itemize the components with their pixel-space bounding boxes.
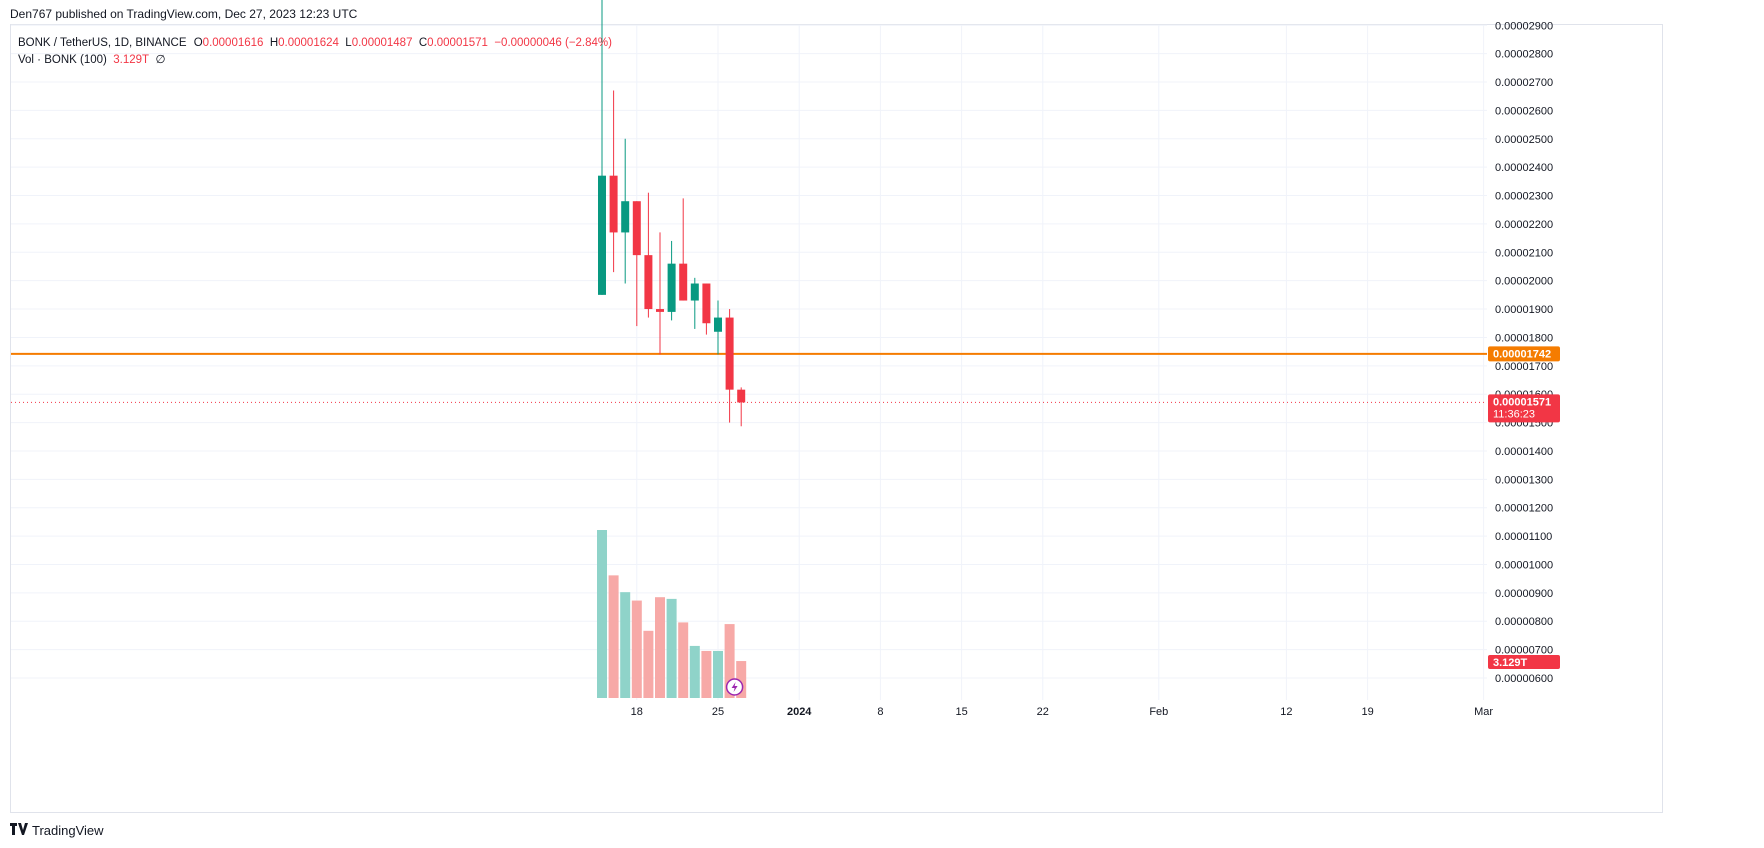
volume-bar: [597, 530, 607, 698]
legend-price-row: BONK / TetherUS, 1D, BINANCE O0.00001616…: [18, 35, 612, 52]
volume-bar: [631, 600, 642, 698]
volume-last-label-box: [1488, 655, 1560, 669]
volume-bar: [724, 624, 735, 698]
volume-bar: [713, 650, 723, 698]
volume-bar: [620, 592, 631, 698]
time-tick-label: 8: [877, 706, 883, 718]
legend-volume-empty-icon: ∅: [155, 54, 166, 66]
price-tick-label: 0.00002600: [1495, 105, 1553, 117]
chart-legend: BONK / TetherUS, 1D, BINANCE O0.00001616…: [18, 35, 612, 69]
candle-body: [702, 283, 711, 324]
last-price-label-box: [1488, 394, 1560, 423]
candle-body: [621, 201, 630, 233]
price-tick-label: 0.00002900: [1495, 20, 1553, 32]
time-tick-label: Feb: [1149, 706, 1168, 718]
candle-body: [690, 283, 699, 301]
footer: TradingView: [10, 822, 104, 838]
candle-body: [656, 309, 664, 312]
last-price-label-text: 0.00001571: [1493, 396, 1551, 408]
price-tick-label: 0.00000800: [1495, 616, 1553, 628]
level-price-label-box: [1488, 346, 1560, 362]
candle-body: [737, 389, 746, 403]
legend-volume-label[interactable]: Vol · BONK (100): [18, 54, 107, 66]
last-price-label-text: 11:36:23: [1493, 408, 1535, 420]
candle-body: [714, 317, 722, 332]
legend-volume-value: 3.129T: [113, 54, 150, 66]
level-price-label-text: 0.00001742: [1493, 348, 1551, 360]
price-tick-label: 0.00002400: [1495, 162, 1553, 174]
legend-symbol[interactable]: BONK / TetherUS, 1D, BINANCE: [18, 37, 187, 49]
price-tick-label: 0.00001700: [1495, 361, 1553, 373]
footer-brand[interactable]: TradingView: [32, 822, 104, 838]
candle-body: [609, 175, 618, 233]
legend-close-label: C: [418, 37, 428, 49]
time-tick-label: Mar: [1474, 706, 1493, 718]
price-tick-label: 0.00000600: [1495, 673, 1553, 685]
price-tick-label: 0.00001100: [1495, 531, 1552, 543]
price-tick-label: 0.00001400: [1495, 446, 1553, 458]
legend-volume-row: Vol · BONK (100) 3.129T ∅: [18, 52, 612, 69]
candle-body: [598, 175, 606, 295]
price-tick-label: 0.00001200: [1495, 503, 1553, 515]
tradingview-logo-icon[interactable]: [10, 822, 28, 838]
volume-bar: [666, 598, 677, 698]
candle-body: [679, 263, 688, 301]
chart-frame: [10, 24, 1663, 813]
candle-body: [725, 317, 734, 390]
legend-change: −0.00000046 (−2.84%): [494, 37, 612, 49]
candle-body: [644, 255, 653, 310]
volume-bar: [655, 597, 665, 698]
price-tick-label: 0.00001900: [1495, 304, 1553, 316]
time-tick-label: 25: [712, 706, 724, 718]
volume-bar: [701, 650, 712, 698]
price-tick-label: 0.00001300: [1495, 474, 1553, 486]
time-tick-label: 15: [955, 706, 967, 718]
price-tick-label: 0.00001000: [1495, 559, 1553, 571]
candle-body: [632, 201, 641, 256]
legend-high-label: H: [269, 37, 279, 49]
legend-open-value: 0.00001616: [202, 37, 264, 49]
price-tick-label: 0.00000700: [1495, 645, 1553, 657]
legend-low-label: L: [345, 37, 352, 49]
volume-bar: [689, 645, 700, 698]
time-tick-label: 22: [1037, 706, 1049, 718]
candle-body: [667, 263, 676, 312]
price-tick-label: 0.00001800: [1495, 332, 1553, 344]
volume-last-label-text: 3.129T: [1493, 657, 1528, 669]
price-tick-label: 0.00002000: [1495, 276, 1553, 288]
time-tick-label: 18: [631, 706, 643, 718]
volume-bar: [608, 575, 619, 698]
price-tick-label: 0.00002100: [1495, 247, 1553, 259]
volume-bar: [643, 630, 654, 698]
legend-low-value: 0.00001487: [351, 37, 413, 49]
volume-bar: [736, 661, 747, 698]
price-tick-label: 0.00002800: [1495, 49, 1553, 61]
time-tick-label: 19: [1361, 706, 1373, 718]
price-tick-label: 0.00002500: [1495, 134, 1553, 146]
price-tick-label: 0.00002300: [1495, 191, 1553, 203]
lightning-glyph: [731, 682, 738, 692]
legend-open-label: O: [193, 37, 203, 49]
price-tick-label: 0.00002700: [1495, 77, 1553, 89]
time-tick-label: 2024: [787, 706, 812, 718]
volume-bar: [678, 622, 689, 698]
legend-close-value: 0.00001571: [427, 37, 488, 49]
price-tick-label: 0.00002200: [1495, 219, 1553, 231]
price-tick-label: 0.00000900: [1495, 588, 1553, 600]
legend-high-value: 0.00001624: [278, 37, 339, 49]
publisher-header: Den767 published on TradingView.com, Dec…: [10, 7, 358, 21]
time-tick-label: 12: [1280, 706, 1292, 718]
